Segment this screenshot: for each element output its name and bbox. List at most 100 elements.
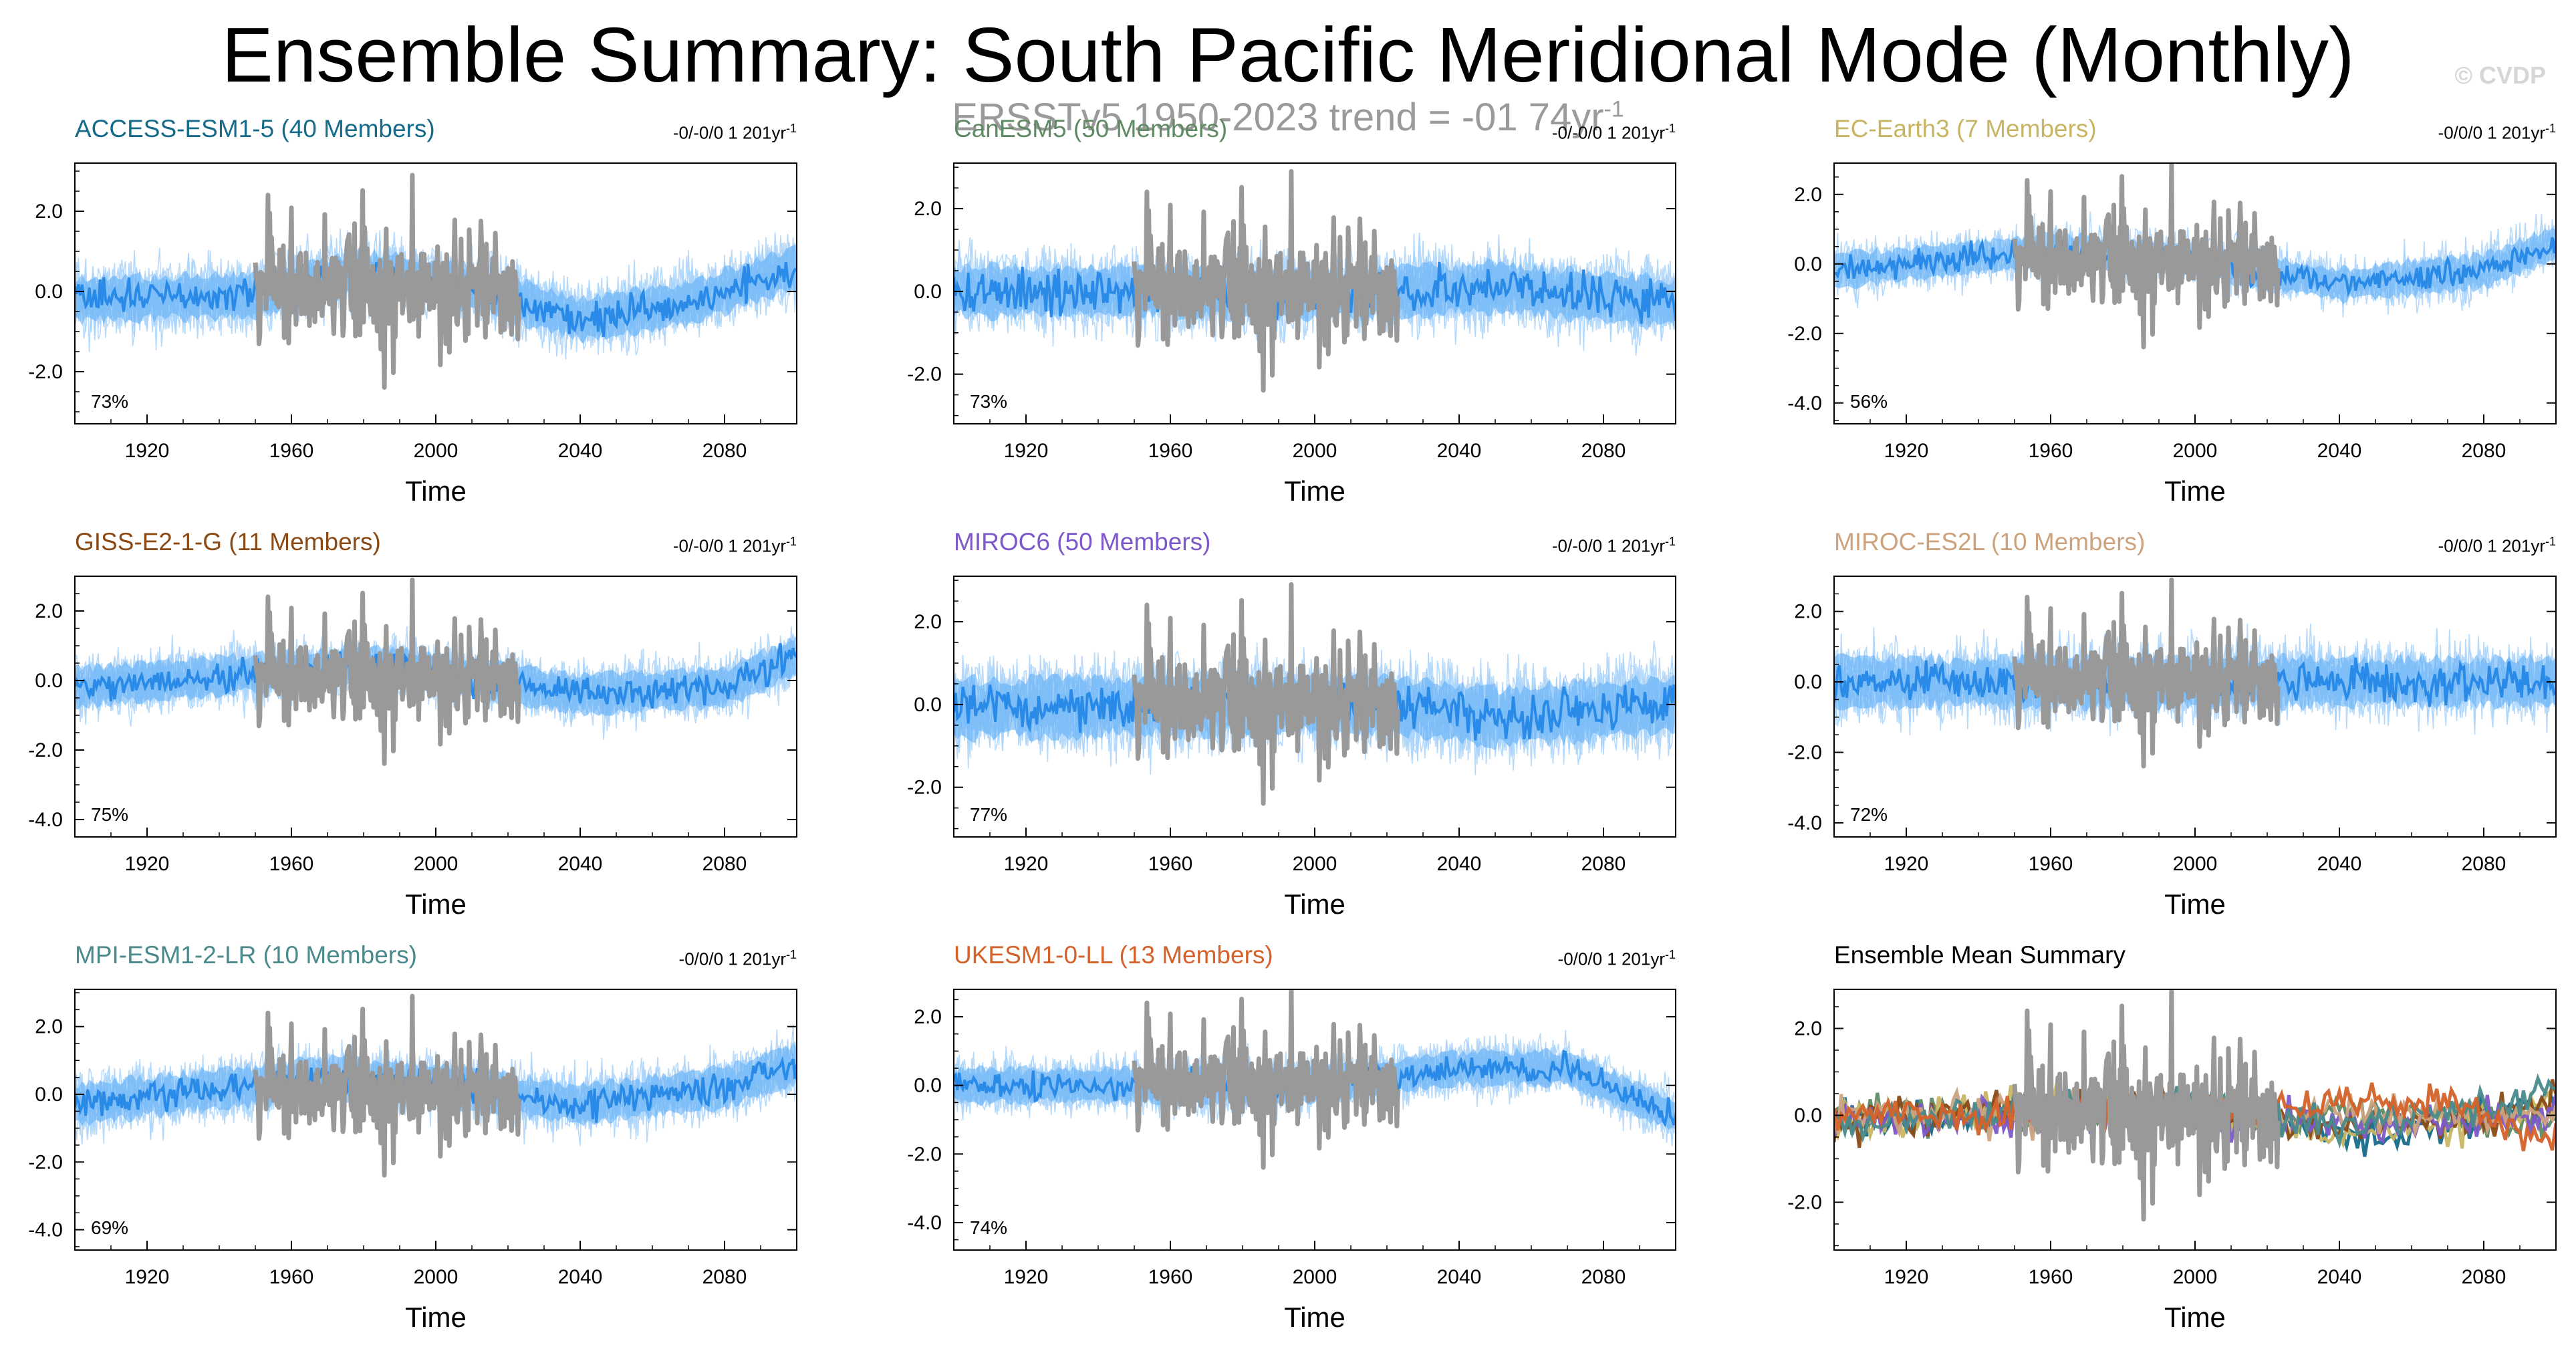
panel-trend-label: -0/-0/0 1 201yr-1 [1552,535,1676,557]
plot-frame [953,989,1676,1251]
y-tick-label: -2.0 [1787,323,1822,345]
panel-plot: 2.0 0.0 -2.0 1920 1960 2000 2040 2080 Time [1787,989,2557,1333]
y-tick-label: 0.0 [35,1084,63,1106]
panel-title: MIROC-ES2L (10 Members) [1834,528,2146,556]
panel-trend-unit: -1 [2545,535,2556,548]
y-tick-label: -4.0 [28,809,63,831]
y-tick-label: 2.0 [914,198,942,220]
y-tick-label: 0.0 [35,281,63,303]
y-tick-label: 2.0 [35,600,63,622]
observation-line [1132,989,1400,1170]
chart-panel-mpi-esm1-2-lr: MPI-ESM1-2-LR (10 Members) -0/0/0 1 201yr… [28,941,797,1344]
y-tick-label: 0.0 [1794,253,1822,275]
observation-line [253,172,521,390]
percent-label: 56% [1850,391,1888,412]
y-tick-label: 0.0 [914,281,942,303]
chart-panel-ukesm1-0-ll: UKESM1-0-LL (13 Members) -0/0/0 1 201yr-1… [907,941,1676,1344]
y-tick-label: -4.0 [1787,392,1822,414]
x-tick-label: 2000 [2173,1266,2218,1288]
y-tick-label: 2.0 [1794,601,1822,623]
panel-title: UKESM1-0-LL (13 Members) [954,941,1273,969]
panel-plot: 2.0 0.0 -2.0 1920 1960 2000 2040 2080 Time 77% [907,576,1676,920]
chart-panel-ensemble-mean-summary: Ensemble Mean Summary 2.0 0.0 -2.0 1920 1960 2… [1787,941,2557,1344]
chart-panel-miroc6: MIROC6 (50 Members) -0/-0/0 1 201yr-1 2.0 0… [907,528,1676,931]
y-tick-label: 2.0 [914,611,942,633]
percent-label: 69% [91,1217,128,1238]
x-tick-label: 2000 [1293,853,1337,875]
page-title: Ensemble Summary: South Pacific Meridion… [221,11,2355,98]
y-tick-label: 0.0 [35,670,63,692]
x-tick-label: 1920 [1884,1266,1929,1288]
x-tick-label: 2080 [1581,1266,1626,1288]
panel-trend-unit: -1 [785,535,797,548]
panel-trend-text: -0/0/0 1 201yr [1557,949,1665,969]
x-tick-label: 2000 [414,440,459,462]
y-tick-label: 2.0 [1794,1018,1822,1040]
observation-line [253,993,521,1178]
x-tick-label: 1920 [1884,853,1929,875]
x-tick-label: 1920 [1004,1266,1049,1288]
x-tick-label: 1960 [1148,440,1193,462]
panel-trend-unit: -1 [1664,122,1676,135]
x-tick-label: 2040 [1437,1266,1482,1288]
observation-trend-label: ERSSTv5 1950-2023 trend = -01 74yr -1 [0,95,2576,140]
y-tick-label: 0.0 [914,694,942,716]
x-axis-label: Time [2164,1302,2226,1333]
panel-title: ACCESS-ESM1-5 (40 Members) [75,115,435,142]
panel-trend-label: -0/0/0 1 201yr-1 [2438,535,2556,557]
y-tick-label: -2.0 [1787,742,1822,764]
x-tick-label: 2040 [1437,853,1482,875]
x-tick-label: 2000 [2173,440,2218,462]
x-tick-label: 2080 [702,440,747,462]
panel-trend-label: -0/-0/0 1 201yr-1 [673,122,797,144]
observation-trend-text: ERSSTv5 1950-2023 trend = -01 74yr [952,96,1604,139]
x-tick-label: 1920 [125,1266,170,1288]
x-axis-label: Time [405,1302,467,1333]
x-tick-label: 2080 [702,1266,747,1288]
y-tick-label: -2.0 [907,364,942,386]
panel-trend-text: -0/0/0 1 201yr [2438,122,2545,143]
percent-label: 73% [91,391,128,412]
y-tick-label: -2.0 [28,361,63,383]
panel-trend-label: -0/0/0 1 201yr-1 [2438,122,2556,144]
x-tick-label: 1920 [1004,440,1049,462]
x-tick-label: 2040 [558,1266,603,1288]
y-tick-label: 2.0 [35,201,63,223]
y-tick-label: 2.0 [1794,184,1822,206]
panel-trend-unit: -1 [785,948,797,961]
x-tick-label: 2040 [2317,440,2362,462]
y-tick-label: 0.0 [1794,1105,1822,1127]
y-tick-label: 0.0 [1794,671,1822,693]
panel-plot: 2.0 0.0 -2.0 -4.0 1920 1960 2000 2040 2080 Time 72… [1787,576,2557,920]
x-tick-label: 2080 [2462,853,2506,875]
x-tick-label: 1960 [269,1266,314,1288]
y-tick-label: -4.0 [1787,812,1822,834]
y-tick-label: -4.0 [907,1212,942,1234]
plot-frame [1833,162,2557,424]
percent-label: 74% [970,1217,1007,1238]
x-tick-label: 2040 [1437,440,1482,462]
panel-plot: 2.0 0.0 -2.0 -4.0 1920 1960 2000 2040 2080 Time 74… [907,989,1676,1333]
panel-trend-label: -0/-0/0 1 201yr-1 [1552,122,1676,144]
chart-panel-ec-earth3: EC-Earth3 (7 Members) -0/0/0 1 201yr-1 2.0… [1787,115,2557,517]
panel-trend-text: -0/-0/0 1 201yr [672,122,786,143]
x-tick-label: 2040 [558,440,603,462]
y-tick-label: -2.0 [1787,1192,1822,1214]
panel-trend-text: -0/-0/0 1 201yr [1551,122,1665,143]
y-tick-label: 2.0 [35,1016,63,1038]
panel-trend-text: -0/-0/0 1 201yr [1551,535,1665,556]
observation-line [2012,163,2281,350]
x-tick-label: 2000 [1293,1266,1337,1288]
x-tick-label: 2080 [2462,440,2506,462]
x-axis-label: Time [1284,1302,1345,1333]
y-tick-label: -2.0 [907,1143,942,1165]
y-tick-label: -2.0 [28,1151,63,1173]
panel-plot: 2.0 0.0 -2.0 1920 1960 2000 2040 2080 Time 73% [907,162,1676,507]
observation-line [2012,577,2281,769]
x-axis-label: Time [2164,475,2226,507]
x-tick-label: 1960 [1148,853,1193,875]
x-tick-label: 1920 [1004,853,1049,875]
panel-plot: 2.0 0.0 -2.0 -4.0 1920 1960 2000 2040 2080 Time 75… [28,576,797,920]
x-tick-label: 1960 [2029,853,2073,875]
panel-plot: 2.0 0.0 -2.0 1920 1960 2000 2040 2080 Time 73% [28,162,797,507]
